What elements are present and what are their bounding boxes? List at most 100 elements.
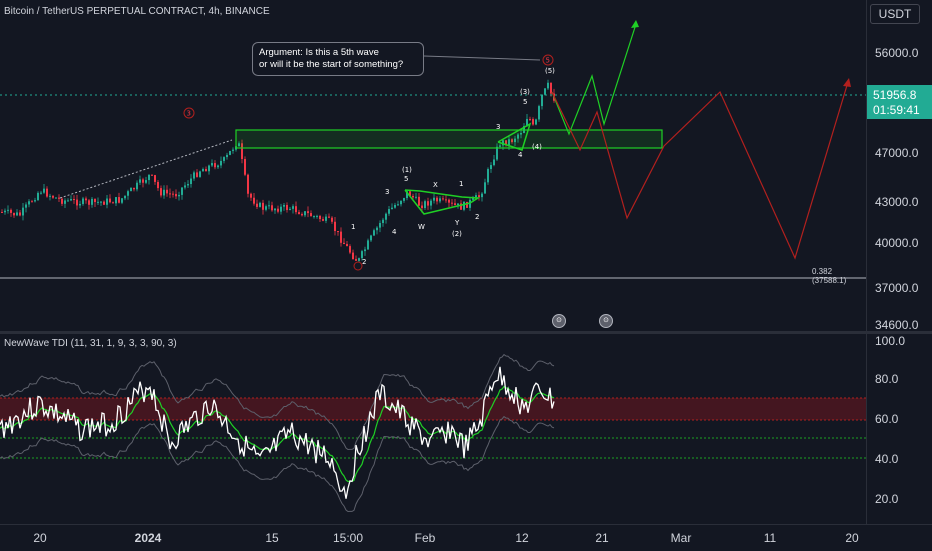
candle-body	[268, 205, 270, 207]
indicator-axis-label: 40.0	[875, 452, 899, 466]
candle-body	[376, 227, 378, 231]
candle-body	[217, 165, 219, 168]
candle-body	[487, 169, 489, 183]
candle-body	[4, 210, 6, 213]
time-axis-label: 2024	[134, 531, 162, 545]
candle-body	[406, 191, 408, 199]
candle-body	[151, 174, 153, 176]
candle-body	[499, 145, 501, 147]
bullish-arrow-head	[631, 20, 639, 28]
candle-body	[145, 180, 147, 183]
wave-label: W	[418, 223, 425, 231]
candle-body	[541, 94, 543, 107]
candle-body	[451, 202, 453, 204]
price-axis-label: 43000.0	[875, 195, 919, 209]
candle-body	[490, 165, 492, 170]
wave-label: (4)	[532, 143, 542, 151]
last-price-value: 51956.8	[873, 88, 917, 102]
candle-body	[118, 197, 120, 203]
candle-body	[529, 118, 531, 120]
time-axis-label: 12	[515, 531, 529, 545]
fib-level-label: 0.382 (37588.1)	[812, 267, 847, 285]
chart-title[interactable]: Bitcoin / TetherUS PERPETUAL CONTRACT, 4…	[4, 6, 270, 17]
wave-label: Y	[454, 219, 460, 227]
candle-body	[472, 197, 474, 200]
candle-body	[223, 157, 225, 161]
event-icon[interactable]: ⊙	[599, 314, 613, 328]
candle-body	[514, 138, 516, 143]
candle-body	[544, 88, 546, 95]
candle-body	[109, 198, 111, 203]
candle-body	[160, 188, 162, 196]
annotation-callout[interactable]: Argument: Is this a 5th wave or will it …	[252, 42, 424, 76]
price-chart-pane[interactable]: 3 5 1 2 3 4 (1) 5 X W Y (2) 1 2 3 4 5 (3…	[0, 0, 866, 331]
bearish-arrow-head	[843, 78, 851, 87]
candle-body	[292, 206, 294, 209]
candle-body	[373, 230, 375, 236]
triangle-pattern	[404, 189, 481, 215]
candle-body	[337, 231, 339, 233]
candle-body	[322, 219, 324, 221]
candle-body	[481, 193, 483, 198]
indicator-title[interactable]: NewWave TDI (11, 31, 1, 9, 3, 3, 90, 3)	[4, 338, 177, 349]
candle-body	[436, 197, 438, 202]
candle-body	[181, 187, 183, 195]
indicator-axis-label: 80.0	[875, 372, 899, 386]
candle-body	[313, 216, 315, 218]
candle-body	[511, 139, 513, 143]
candle-body	[463, 201, 465, 210]
candle-body	[262, 202, 264, 210]
candle-body	[61, 198, 63, 204]
candle-body	[37, 192, 39, 201]
candle-body	[238, 143, 240, 147]
candle-body	[55, 197, 57, 199]
candle-body	[433, 197, 435, 201]
candle-body	[475, 195, 477, 198]
candle-body	[466, 201, 468, 208]
wave-marker-red	[183, 107, 195, 119]
candle-body	[256, 203, 258, 207]
event-icon[interactable]: ⊙	[552, 314, 566, 328]
candle-body	[421, 205, 423, 209]
candle-body	[370, 235, 372, 241]
pane-separator[interactable]	[0, 331, 932, 334]
candle-body	[112, 202, 114, 204]
candle-body	[103, 201, 105, 205]
candle-body	[73, 198, 75, 200]
currency-selector-button[interactable]: USDT	[870, 4, 920, 24]
callout-pointer	[423, 55, 541, 61]
indicator-axis[interactable]: 100.0 80.0 60.0 40.0 20.0	[866, 334, 932, 524]
time-axis[interactable]: 20 2024 15 15:00 Feb 12 21 Mar 11 20	[0, 524, 932, 551]
candle-body	[163, 189, 165, 196]
time-axis-label: 20	[33, 531, 47, 545]
bearish-projection-path	[551, 81, 849, 260]
candle-body	[250, 193, 252, 198]
wave-label: 5	[523, 98, 527, 106]
candle-body	[502, 140, 504, 146]
wave-label: 3	[385, 188, 389, 196]
candlestick-series	[1, 79, 555, 263]
price-axis[interactable]: 56000.0 47000.0 43000.0 40000.0 37000.0 …	[866, 0, 932, 332]
rsi-line	[0, 366, 555, 499]
candle-body	[352, 252, 354, 260]
candle-body	[364, 249, 366, 252]
callout-line-2: or will it be the start of something?	[259, 59, 404, 70]
candle-body	[349, 246, 351, 253]
candle-body	[169, 193, 171, 195]
candle-body	[88, 200, 90, 205]
candle-body	[241, 143, 243, 160]
candle-body	[517, 134, 519, 139]
candle-body	[316, 215, 318, 217]
volatility-band-lower	[0, 415, 555, 513]
candle-body	[283, 204, 285, 207]
candle-body	[355, 259, 357, 261]
candle-body	[247, 174, 249, 194]
candle-body	[76, 199, 78, 206]
candle-body	[202, 169, 204, 172]
candle-body	[289, 208, 291, 210]
indicator-pane[interactable]: NewWave TDI (11, 31, 1, 9, 3, 3, 90, 3)	[0, 334, 866, 524]
price-axis-label: 37000.0	[875, 281, 919, 295]
candle-body	[139, 179, 141, 183]
wave-label: (2)	[452, 230, 462, 238]
wave-label: (5)	[545, 67, 555, 75]
